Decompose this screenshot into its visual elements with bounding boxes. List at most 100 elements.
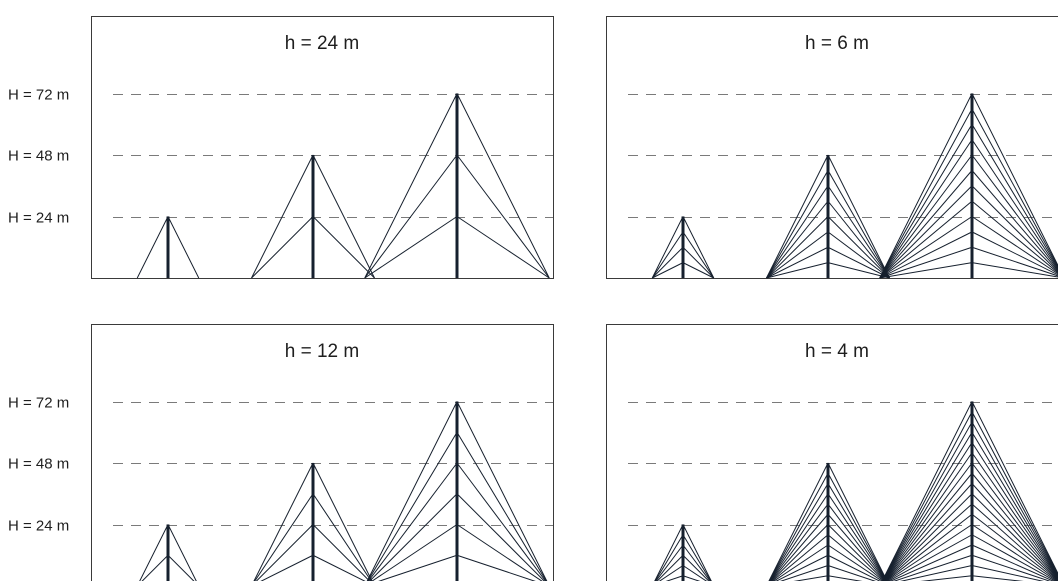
height-label: H = 24 m [8, 518, 69, 535]
guy-wire [312, 462, 373, 581]
guy-wire [971, 262, 1058, 278]
guy-wire [773, 544, 829, 581]
guy-wire [971, 452, 1058, 578]
guyed-mast [364, 93, 550, 279]
guy-wire [456, 154, 550, 279]
guy-wire [827, 185, 890, 279]
guy-wire [682, 262, 714, 279]
guy-wire [971, 401, 1058, 575]
guy-wire [827, 483, 888, 581]
guy-wire [251, 216, 314, 279]
guy-wire [167, 216, 200, 279]
guy-wire [971, 139, 1058, 270]
guy-wire [827, 170, 890, 279]
guy-wire [658, 565, 684, 581]
guy-wire [879, 231, 973, 279]
guy-wire [651, 216, 684, 279]
guy-wire [779, 565, 829, 581]
guy-wire [364, 154, 458, 279]
guy-wire [770, 513, 829, 581]
guy-wire [971, 534, 1057, 581]
guy-wire [456, 93, 550, 279]
guy-wire [971, 411, 1058, 576]
guy-wire [889, 544, 973, 581]
guy-wire [884, 493, 973, 581]
height-label: H = 48 m [8, 148, 69, 165]
guy-wire [887, 534, 973, 581]
guyed-mast [136, 216, 200, 279]
guy-wire [882, 431, 973, 581]
guy-wire [879, 154, 973, 279]
guy-wire [827, 462, 888, 581]
guy-wire [879, 246, 973, 279]
guy-wire [682, 544, 711, 581]
guy-wire [769, 503, 829, 581]
height-label: H = 48 m [8, 456, 69, 473]
panel-title: h = 4 m [805, 341, 869, 362]
guy-wire [367, 431, 458, 581]
guy-wire [971, 431, 1058, 577]
guy-wire [312, 216, 375, 279]
guy-wire [827, 503, 887, 581]
guy-wire [971, 565, 1045, 581]
guy-wire [971, 231, 1058, 276]
panel-title: h = 6 m [805, 33, 869, 54]
guyed-mast [881, 401, 1058, 581]
guy-wire [971, 170, 1058, 272]
guy-wire [682, 524, 712, 581]
guy-wire [366, 401, 458, 581]
guy-wire [879, 185, 973, 279]
guy-wire [827, 544, 883, 581]
guy-wire [768, 473, 829, 581]
guyed-mast [651, 216, 715, 279]
guy-wire [251, 154, 314, 279]
panel: h = 24 m H = 72 m H = 48 m H = 24 m [8, 16, 554, 279]
guy-wire [254, 493, 314, 581]
guy-wire [881, 401, 973, 581]
guy-wire [255, 524, 314, 581]
guy-wire [766, 231, 829, 279]
guy-wire [456, 431, 547, 581]
guy-wire [827, 565, 877, 581]
guy-wire [371, 524, 458, 581]
guy-wire [971, 462, 1058, 579]
guy-wire [769, 493, 829, 581]
guy-wire [654, 524, 684, 581]
guy-wire [364, 216, 458, 279]
guy-wire [882, 462, 973, 581]
guy-wire [827, 216, 890, 279]
guy-wire [971, 123, 1058, 269]
guy-wire [881, 411, 973, 581]
guy-wire [971, 216, 1058, 275]
guy-wire [879, 170, 973, 279]
guy-wire [768, 483, 829, 581]
panel: h = 4 m [606, 324, 1058, 581]
guyed-mast [879, 93, 1058, 279]
guy-wire [766, 246, 829, 279]
guy-wire [827, 154, 890, 279]
height-label: H = 72 m [8, 395, 69, 412]
guy-wire [827, 513, 886, 581]
guy-wire [883, 483, 973, 581]
guy-wire [971, 524, 1058, 581]
guy-wire [971, 421, 1058, 576]
guy-wire [879, 108, 973, 279]
guy-wire [766, 216, 829, 279]
guy-wire [766, 200, 829, 279]
guy-wire [456, 462, 547, 581]
guy-wire [885, 513, 973, 581]
guyed-mast [766, 154, 890, 279]
guy-wire [827, 262, 890, 279]
guyed-mast [366, 401, 548, 581]
guy-wire [827, 524, 886, 581]
guy-wire [971, 200, 1058, 274]
guy-wire [682, 534, 712, 581]
guy-wire [884, 503, 973, 581]
guy-wire [136, 216, 169, 279]
guy-wire [899, 565, 973, 581]
guy-wire [879, 216, 973, 279]
guy-wire [312, 493, 372, 581]
height-label: H = 24 m [8, 210, 69, 227]
guy-wire [652, 262, 684, 279]
panel-title: h = 24 m [285, 33, 359, 54]
